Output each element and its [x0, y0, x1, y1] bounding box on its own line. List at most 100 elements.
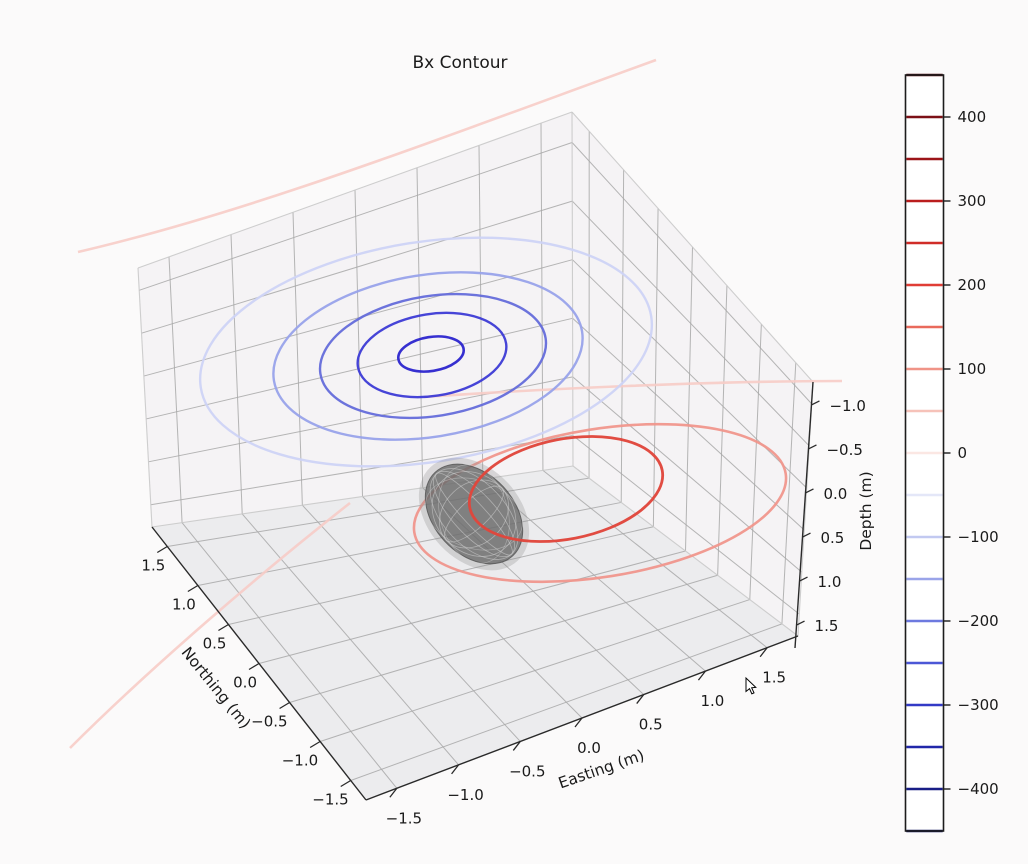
- ellipsoid-body: [425, 464, 523, 564]
- box-edge: [571, 111, 814, 383]
- red-contour-outer: [412, 422, 788, 584]
- z-tick-label: 1.0: [818, 573, 842, 591]
- blue-contour-line: [356, 311, 508, 399]
- floor-grid-line: [289, 574, 718, 703]
- plot-title: Bx Contour: [412, 53, 507, 73]
- colorbar-tick-label: 200: [958, 276, 987, 294]
- y-tick-label: −1.5: [312, 791, 348, 809]
- z-tick: [805, 488, 814, 494]
- floor-grid-line: [350, 623, 783, 781]
- x-tick-label: −1.5: [386, 809, 422, 827]
- z-tick: [799, 576, 808, 582]
- x-tick-label: 1.0: [700, 692, 724, 710]
- ellipsoid-wire-diag: [425, 477, 523, 551]
- blue-contour-line: [396, 335, 466, 373]
- x-tick: [512, 741, 521, 751]
- x-tick-label: −0.5: [509, 762, 545, 780]
- z-tick-label: 1.5: [815, 617, 839, 635]
- axes-lines: 1.5 1.0 0.5 0.0 −0.5 −1.0 −1.5 −1.5 −1.0 −0.5 0.0 0…: [141, 381, 866, 827]
- x-tick: [697, 670, 706, 681]
- colorbar-tick-label: −300: [958, 696, 999, 714]
- z-tick: [811, 400, 820, 406]
- y-tick-label: −1.0: [282, 752, 318, 770]
- y-tick-label: 1.0: [172, 596, 196, 614]
- y-tick: [279, 701, 290, 710]
- box-edge: [137, 267, 153, 528]
- blue-contour-group: [198, 236, 654, 468]
- z-tick-label: 0.0: [823, 485, 847, 503]
- y-tick: [248, 662, 260, 671]
- colorbar-tick-label: 300: [958, 192, 987, 210]
- y-tick: [187, 584, 199, 593]
- floor-grid-line: [197, 501, 622, 586]
- x-tick-label: 1.5: [762, 669, 786, 687]
- y-tick-label: 0.5: [203, 635, 227, 653]
- wall-grid-line: [292, 212, 303, 506]
- z-axis-label: Depth (m): [857, 471, 875, 550]
- wall-grid-line: [620, 169, 625, 503]
- wall-grid-line: [572, 376, 803, 573]
- ellipsoid: [418, 457, 530, 571]
- x-tick-label: 0.5: [639, 716, 663, 734]
- colorbar: 400 300 200 100 0 −100 −200 −300 −400: [904, 73, 999, 833]
- z-tick-label: −0.5: [826, 441, 862, 459]
- x-tick: [451, 764, 460, 775]
- y-tick-label: 1.5: [141, 557, 165, 575]
- wall-grid-line: [416, 167, 424, 488]
- wall-grid-line: [141, 200, 573, 334]
- z-tick-label: −1.0: [829, 397, 865, 415]
- box-edge: [151, 465, 574, 528]
- y-tick: [340, 779, 352, 788]
- floor-grid-line: [228, 526, 654, 625]
- wall-grid-line: [572, 435, 800, 615]
- wall-grid-line: [781, 362, 797, 624]
- wall-grid-line: [478, 145, 484, 480]
- z-tick: [796, 620, 805, 626]
- faint-contour-middle: [423, 379, 843, 399]
- colorbar-tick-label: −400: [958, 780, 999, 798]
- ellipsoid-wire-lat: [435, 472, 513, 556]
- x-tick-label: 0.0: [577, 739, 601, 757]
- faint-contour-arcs: [69, 58, 843, 749]
- wall-grid-line: [685, 246, 693, 552]
- colorbar-tick-label: 400: [958, 108, 987, 126]
- wall-grid-line: [571, 142, 813, 405]
- box-edge: [571, 111, 574, 467]
- z-axis-line: [794, 381, 814, 649]
- z-tick: [802, 532, 811, 538]
- grid-lines: [137, 111, 814, 789]
- y-tick: [156, 545, 168, 554]
- colorbar-tick-label: 0: [958, 444, 968, 462]
- y-tick: [309, 740, 321, 749]
- faint-contour-lower: [69, 501, 351, 749]
- x-axis-label: Easting (m): [556, 746, 647, 792]
- wall-grid-line: [540, 123, 544, 471]
- wall-grid-line: [168, 256, 183, 523]
- x-tick: [636, 694, 645, 704]
- blue-contour-line: [198, 236, 654, 468]
- ellipsoid-outline: [424, 463, 524, 565]
- mouse-cursor: [745, 676, 757, 695]
- z-tick: [808, 444, 817, 450]
- y-tick-label: −0.5: [251, 713, 287, 731]
- box-edge: [137, 111, 573, 269]
- faint-contour-upper: [77, 58, 657, 254]
- wall-grid-line: [571, 200, 810, 447]
- wall-grid-line: [749, 324, 762, 600]
- x-tick: [389, 787, 398, 798]
- wall-grid-line: [572, 259, 808, 489]
- box-edge: [572, 465, 799, 637]
- plot-3d: 1.5 1.0 0.5 0.0 −0.5 −1.0 −1.5 −1.5 −1.0 −0.5 0.0 0…: [69, 58, 866, 827]
- z-tick-label: 0.5: [821, 529, 845, 547]
- red-contour-inner: [467, 435, 665, 543]
- x-tick: [574, 717, 583, 728]
- floor-grid-line: [258, 550, 686, 664]
- right-wall-pane: [572, 112, 813, 636]
- colorbar-tick-label: −200: [958, 612, 999, 630]
- floor-grid-line: [319, 599, 750, 742]
- ellipsoid-wire-lon: [444, 485, 504, 543]
- x-tick: [759, 647, 768, 658]
- colorbar-tick-label: −100: [958, 528, 999, 546]
